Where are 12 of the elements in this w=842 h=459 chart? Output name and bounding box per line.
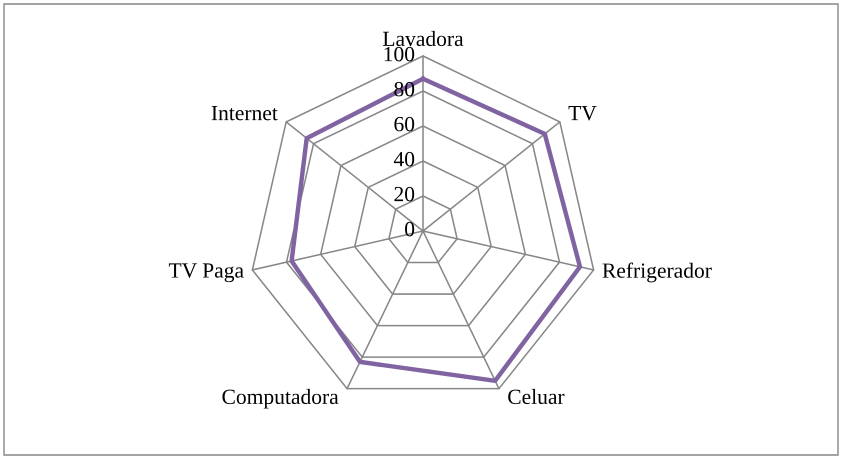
y-tick-label: 0 <box>405 222 414 236</box>
y-tick-label: 20 <box>394 186 414 202</box>
spoke-label: TV <box>568 106 597 120</box>
spoke-label: Computadora <box>222 388 338 408</box>
spoke-label: Lavadora <box>382 30 464 46</box>
y-tick-label: 100 <box>384 46 414 62</box>
spoke-label: Celuar <box>508 388 564 404</box>
spoke-label: Refrigerador <box>602 262 712 282</box>
y-tick-label: 40 <box>394 152 414 166</box>
y-tick-label: 60 <box>394 116 414 132</box>
spoke-label: Internet <box>212 106 278 120</box>
spoke-label: TV Paga <box>168 263 244 282</box>
